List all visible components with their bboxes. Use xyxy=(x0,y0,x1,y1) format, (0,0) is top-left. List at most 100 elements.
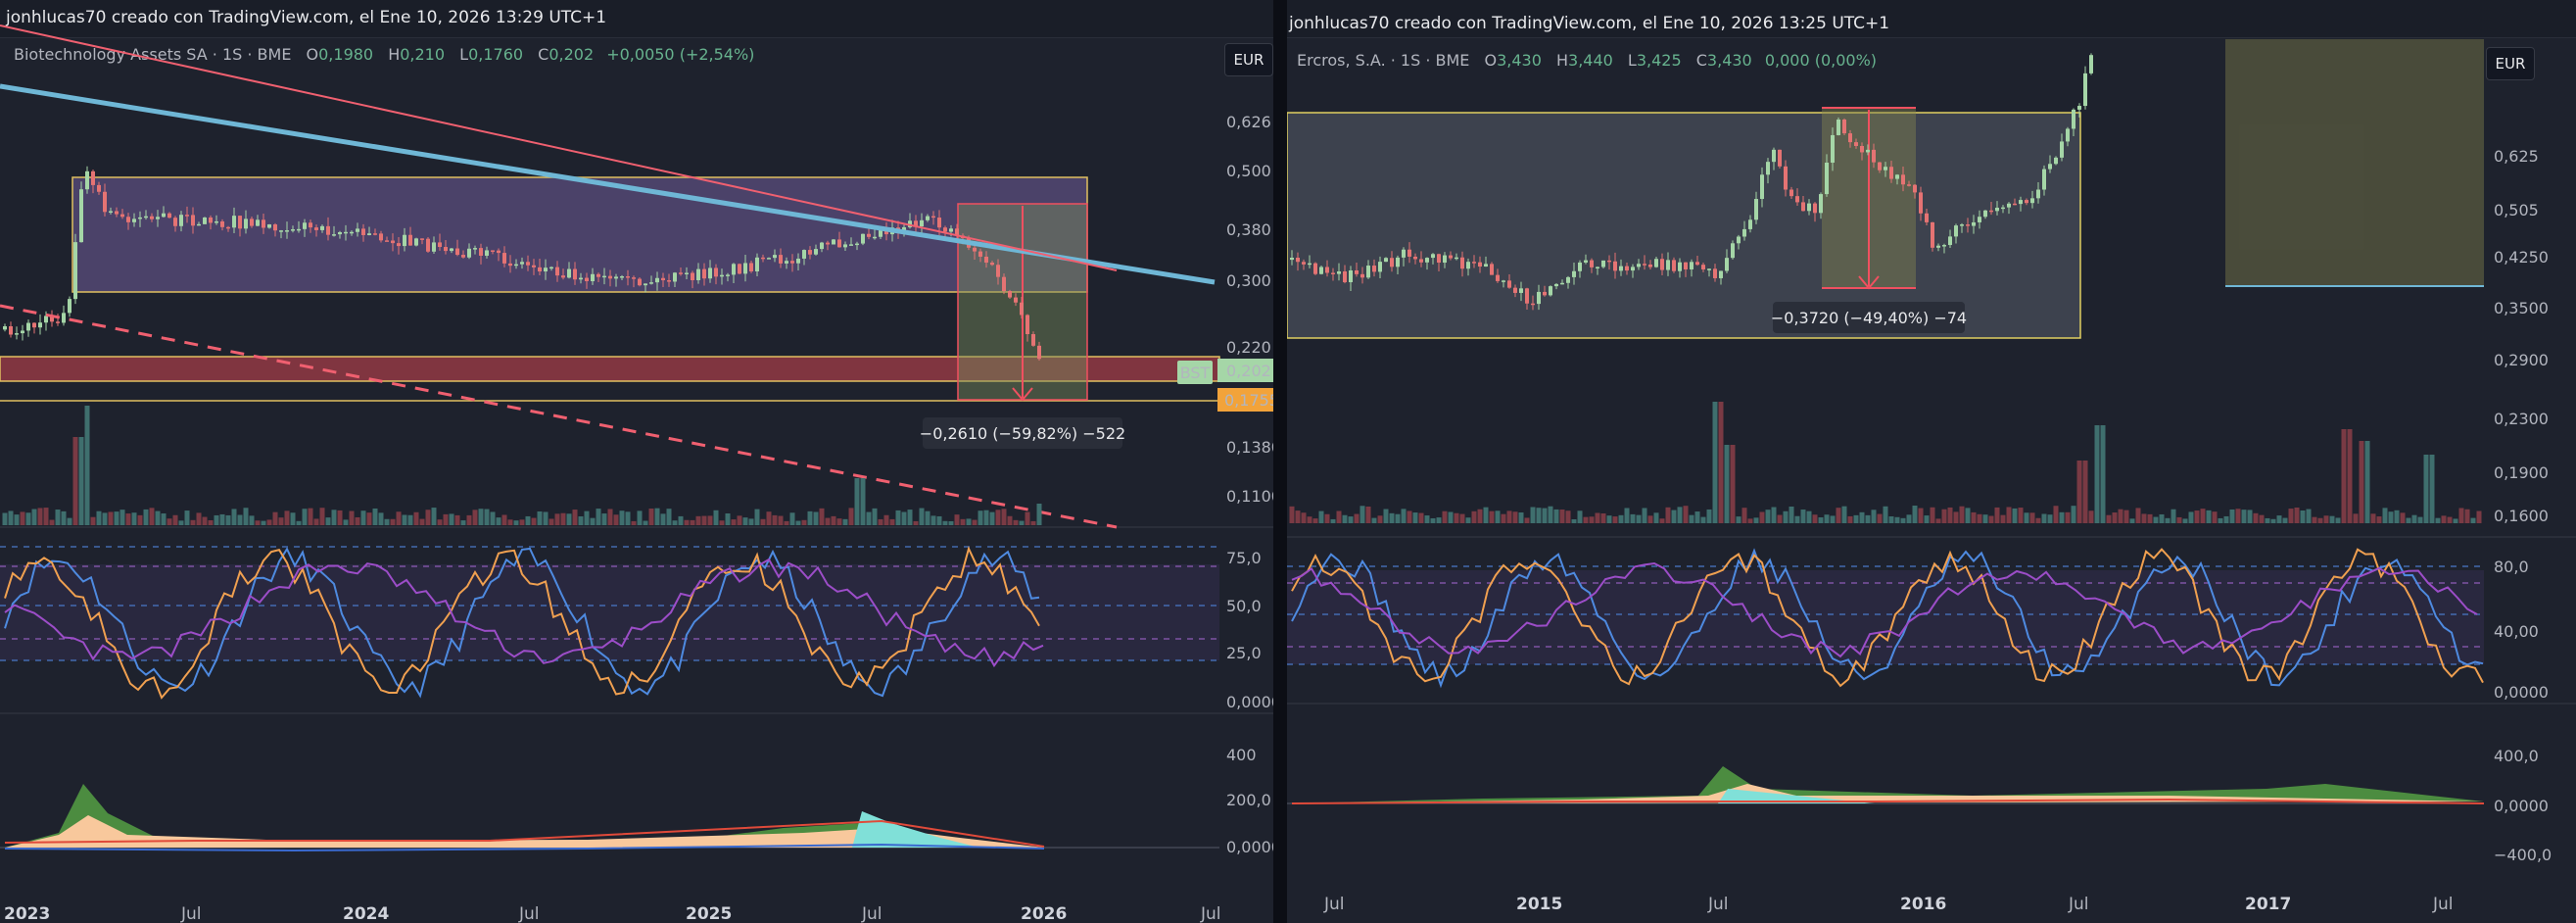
right-currency-button[interactable]: EUR xyxy=(2486,47,2535,80)
left-time-label: 2023 xyxy=(4,904,50,923)
left-volume-bar xyxy=(889,518,895,525)
right-volume-bar xyxy=(1677,507,1683,523)
left-range-box xyxy=(72,176,1088,293)
left-volume-bar xyxy=(149,508,155,525)
right-candle xyxy=(2019,200,2023,205)
left-volume-bar xyxy=(431,508,437,525)
left-candle xyxy=(826,242,830,245)
left-symbol-name[interactable]: Biotechnology Assets SA · 1S · BME xyxy=(14,45,292,64)
right-volume-bar xyxy=(1401,509,1407,523)
right-candle xyxy=(2072,109,2075,129)
left-candle xyxy=(937,218,941,228)
left-candle xyxy=(920,219,924,227)
left-candle xyxy=(996,265,1000,277)
left-candle xyxy=(532,265,536,267)
right-volume-bar xyxy=(1753,517,1759,523)
right-volume-bar xyxy=(2476,510,2482,523)
right-volume-bar xyxy=(1477,509,1483,523)
left-candle xyxy=(738,264,741,274)
left-price-tick: 0,380 xyxy=(1226,220,1271,239)
right-volume-bar xyxy=(1712,402,1718,523)
right-volume-bar xyxy=(1906,514,1912,523)
left-volume-bar xyxy=(190,519,196,525)
right-candle xyxy=(1766,162,1770,175)
left-l-key: L xyxy=(459,45,469,64)
right-volume-bar xyxy=(2182,518,2188,523)
right-volume-bar xyxy=(2464,509,2470,523)
left-candle xyxy=(373,233,377,235)
left-measure-label: −0,2610 (−59,82%) −522 xyxy=(920,424,1125,443)
right-candle xyxy=(2013,203,2017,206)
right-candle xyxy=(1455,257,1458,260)
left-candle xyxy=(978,251,982,257)
right-volume-bar xyxy=(2323,515,2329,523)
right-volume-bar xyxy=(1548,506,1553,523)
left-stoch-tick: 25,0 xyxy=(1226,644,1262,662)
left-change: +0,0050 (+2,54%) xyxy=(606,45,755,64)
right-symbol-name[interactable]: Ercros, S.A. · 1S · BME xyxy=(1297,51,1470,70)
left-volume-bar xyxy=(878,518,883,525)
left-volume-bar xyxy=(437,519,443,525)
right-volume-bar xyxy=(1741,508,1747,523)
right-volume-bar xyxy=(2353,513,2359,523)
right-candle xyxy=(1625,266,1629,271)
right-candle xyxy=(1484,264,1488,267)
right-volume-bar xyxy=(1524,517,1530,523)
right-volume-bar xyxy=(2388,511,2394,523)
left-volume-bar xyxy=(243,508,249,525)
right-candle xyxy=(1590,260,1594,267)
left-volume-bar xyxy=(549,518,554,525)
right-volume-bar xyxy=(1624,508,1630,523)
right-volume-bar xyxy=(1918,508,1924,523)
right-chart-canvas[interactable]: 0,625 0,505 0,4250 0,3500 0,2900 0,2300 0,1900… xyxy=(1287,0,2576,923)
right-volume-bar xyxy=(1430,517,1436,523)
right-candle xyxy=(1678,262,1682,271)
right-volume-bar xyxy=(1407,510,1412,523)
left-volume-bar xyxy=(155,510,161,525)
left-volume-bar xyxy=(478,509,484,525)
right-candle xyxy=(1449,255,1453,259)
left-volume-bar xyxy=(20,511,25,525)
right-candle xyxy=(2042,169,2046,190)
right-candle xyxy=(1931,221,1934,248)
left-chart-panel[interactable]: jonhlucas70 creado con TradingView.com, … xyxy=(0,0,1273,923)
right-candle xyxy=(1966,224,1970,226)
right-volume-bar xyxy=(1789,506,1794,523)
left-candle xyxy=(126,217,130,222)
left-candle xyxy=(1031,334,1035,346)
right-volume-bar xyxy=(1694,511,1700,523)
left-volume-bar xyxy=(407,514,413,525)
right-candle xyxy=(1948,236,1952,246)
right-volume-bar xyxy=(1841,506,1847,523)
left-candle xyxy=(3,326,7,330)
left-volume-bar xyxy=(596,509,601,525)
left-candle xyxy=(267,224,271,228)
right-volume-bar xyxy=(1577,510,1583,523)
left-volume-bar xyxy=(31,509,37,525)
right-candle xyxy=(1860,146,1864,153)
right-chart-panel[interactable]: jonhlucas70 creado con TradingView.com, … xyxy=(1287,0,2576,923)
left-candle xyxy=(156,217,160,219)
right-volume-bar xyxy=(2000,514,2006,523)
panel-divider[interactable] xyxy=(1273,0,1287,923)
left-candle xyxy=(620,276,624,278)
right-volume-bar xyxy=(1542,508,1548,523)
right-volume-bar xyxy=(1630,513,1636,523)
left-volume-bar xyxy=(78,437,84,525)
right-volume-bar xyxy=(1600,513,1606,523)
right-volume-bar xyxy=(1671,510,1677,523)
right-volume-bar xyxy=(1806,510,1812,523)
left-candle xyxy=(820,242,824,250)
right-candle xyxy=(1372,266,1376,272)
right-candle xyxy=(1654,259,1658,267)
right-candle xyxy=(1472,262,1476,264)
left-currency-button[interactable]: EUR xyxy=(1224,43,1273,76)
left-candle xyxy=(837,239,841,248)
right-candle xyxy=(1308,263,1312,266)
left-stoch-band xyxy=(0,564,1219,660)
right-volume-bar xyxy=(2317,517,2323,523)
left-candle xyxy=(461,255,465,258)
left-dashed-support-line xyxy=(0,304,1118,529)
right-candle xyxy=(1560,282,1564,285)
